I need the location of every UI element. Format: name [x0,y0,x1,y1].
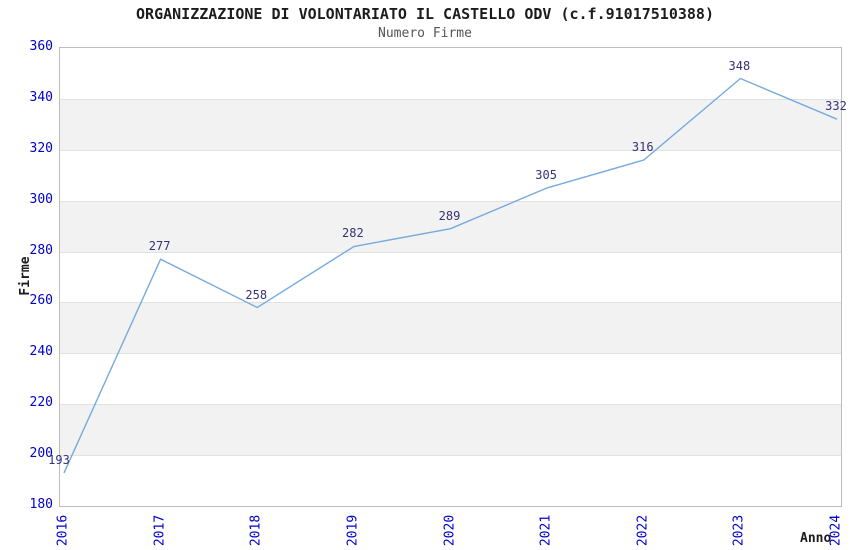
y-tick-label: 180 [29,497,53,512]
data-point-label: 332 [825,99,847,114]
x-tick-label: 2024 [828,514,844,547]
y-tick-label: 200 [29,446,53,462]
series-line [63,77,838,474]
plot-band [60,200,841,252]
x-tick-label: 2022 [635,514,651,547]
x-tick-label: 2017 [152,514,168,547]
x-tick-label: 2019 [345,514,361,547]
gridline [60,252,841,253]
gridline [60,404,841,405]
gridline [60,150,841,151]
y-tick-label: 240 [29,344,53,360]
y-tick-label: 220 [29,395,53,411]
x-tick-label: 2016 [55,514,71,547]
chart-subtitle: Numero Firme [378,26,472,41]
x-axis-title: Anno [800,531,832,546]
chart-title: ORGANIZZAZIONE DI VOLONTARIATO IL CASTEL… [136,5,714,23]
x-tick-label: 2023 [731,514,747,547]
y-tick-label: 280 [29,242,53,258]
plot-band [60,404,841,456]
gridline [60,201,841,202]
series-line-svg [63,77,838,474]
data-point-label: 193 [48,452,70,467]
data-point-label: 289 [438,208,461,223]
plot-area [59,47,842,507]
y-tick-label: 340 [29,89,53,105]
x-tick-label: 2018 [248,514,264,547]
data-point-label: 277 [148,239,171,254]
gridline [60,455,841,456]
data-point-label: 258 [245,287,268,302]
data-point-label: 316 [631,139,654,154]
gridline [60,99,841,100]
x-tick-label: 2021 [538,514,554,547]
y-tick-label: 260 [29,293,53,309]
data-point-label: 348 [728,58,751,73]
y-tick-label: 360 [29,39,53,54]
x-tick-label: 2020 [442,514,457,547]
data-point-label: 282 [342,226,364,241]
data-point-label: 305 [535,167,557,182]
plot-band [60,98,841,150]
gridline [60,353,841,354]
y-tick-label: 300 [29,191,53,207]
y-tick-label: 320 [29,140,53,156]
plot-band [60,302,841,354]
gridline [60,302,841,303]
